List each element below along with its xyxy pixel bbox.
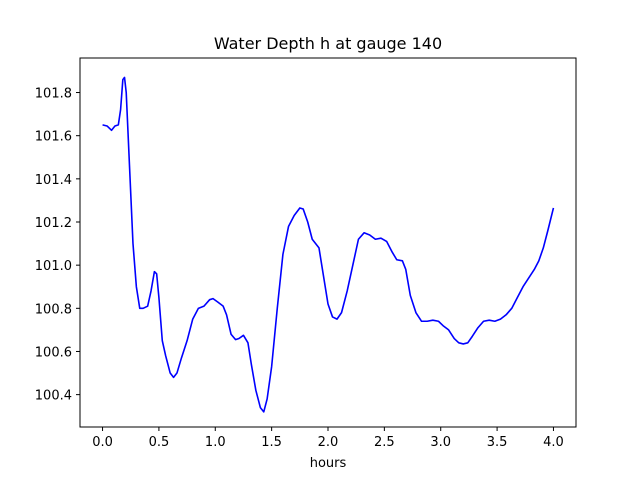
series-line-0 bbox=[102, 76, 555, 413]
plot-area bbox=[102, 76, 555, 413]
y-tick-label: 101.0 bbox=[35, 259, 72, 274]
y-tick-label: 100.4 bbox=[35, 389, 72, 404]
x-tick-label: 3.5 bbox=[487, 435, 508, 450]
x-axis: 0.0 0.5 1.0 1.5 2.0 2.5 3.0 3.5 4.0 bbox=[92, 427, 564, 450]
x-tick-label: 1.5 bbox=[261, 435, 282, 450]
x-tick-label: 0.5 bbox=[149, 435, 170, 450]
x-tick-label: 2.5 bbox=[374, 435, 395, 450]
x-tick-label: 3.0 bbox=[430, 435, 451, 450]
x-tick-label: 4.0 bbox=[543, 435, 564, 450]
y-axis: 100.4 100.6 100.8 101.0 101.2 101.4 101.6 101.8 bbox=[35, 87, 80, 404]
x-tick-label: 2.0 bbox=[318, 435, 339, 450]
y-tick-label: 101.2 bbox=[35, 216, 72, 231]
y-tick-label: 101.4 bbox=[35, 173, 72, 188]
x-tick-label: 0.0 bbox=[92, 435, 113, 450]
y-tick-label: 101.8 bbox=[35, 87, 72, 102]
y-tick-label: 101.6 bbox=[35, 130, 72, 145]
y-tick-label: 100.6 bbox=[35, 345, 72, 360]
x-axis-label: hours bbox=[310, 456, 347, 471]
x-tick-label: 1.0 bbox=[205, 435, 226, 450]
y-tick-label: 100.8 bbox=[35, 302, 72, 317]
chart-title: Water Depth h at gauge 140 bbox=[214, 34, 442, 53]
